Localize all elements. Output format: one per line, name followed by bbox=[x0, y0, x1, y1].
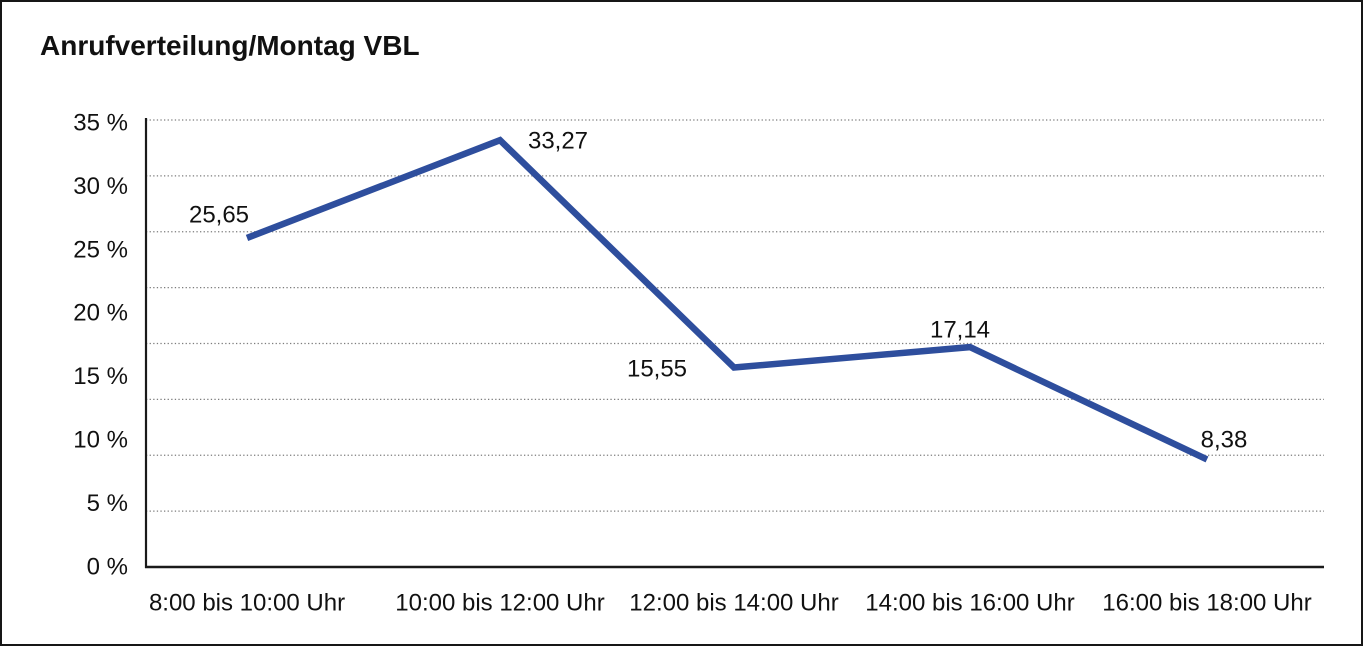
x-tick-label: 12:00 bis 14:00 Uhr bbox=[629, 589, 838, 616]
y-tick-label: 25 % bbox=[73, 236, 128, 263]
series-line bbox=[245, 136, 1209, 463]
y-tick-label: 0 % bbox=[87, 553, 128, 580]
chart-title: Anrufverteilung/Montag VBL bbox=[40, 30, 420, 61]
x-tick-label: 8:00 bis 10:00 Uhr bbox=[149, 589, 345, 616]
y-tick-label: 10 % bbox=[73, 427, 128, 454]
data-label: 33,27 bbox=[528, 127, 588, 154]
y-tick-label: 35 % bbox=[73, 109, 128, 136]
x-tick-label: 14:00 bis 16:00 Uhr bbox=[865, 589, 1074, 616]
data-label: 17,14 bbox=[930, 316, 990, 343]
x-tick-label: 10:00 bis 12:00 Uhr bbox=[395, 589, 604, 616]
y-tick-label: 5 % bbox=[87, 490, 128, 517]
x-tick-label: 16:00 bis 18:00 Uhr bbox=[1102, 589, 1311, 616]
y-tick-label: 20 % bbox=[73, 300, 128, 327]
data-label: 8,38 bbox=[1201, 426, 1248, 453]
y-tick-label: 15 % bbox=[73, 363, 128, 390]
y-tick-label: 30 % bbox=[73, 173, 128, 200]
data-label: 25,65 bbox=[189, 201, 249, 228]
data-label: 15,55 bbox=[627, 355, 687, 382]
